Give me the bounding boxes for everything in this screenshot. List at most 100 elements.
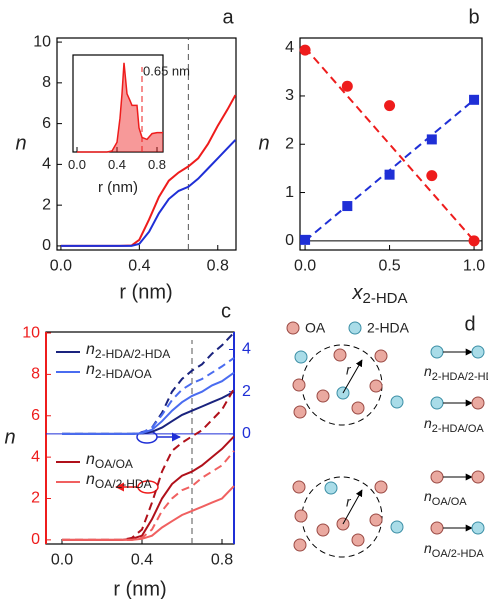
y-tick-label: 8 [42,74,51,91]
subscript: 2-HDA/OA [95,367,152,381]
oa-particle [286,321,300,335]
point [426,134,437,145]
y-axis-label: n [4,426,15,448]
y-tick-label: 4 [42,156,51,173]
x-tick-label: 0.4 [128,258,150,275]
legend-label: n2-HDA/OA [86,361,152,381]
plot-frame [56,37,237,251]
line [62,390,235,435]
radius-label: r [346,494,352,510]
point [342,201,353,212]
x-tick-label: 0.0 [51,552,73,569]
y-tick-label: 2 [42,196,51,213]
x-tick-label: 0.8 [211,552,233,569]
y-tick-label: 6 [42,115,51,132]
y-tick-label: 6 [31,407,40,424]
subscript: 2-HDA [362,290,407,307]
y-axis-label: n [15,132,26,154]
subscript: OA/2-HDA [95,477,152,491]
symbol: n [424,488,432,504]
y-tick-label: 3 [285,87,294,104]
pair-label: n2-HDA/2-HDA [424,363,488,383]
legend-label: OA [305,320,326,336]
legend-label: nOA/2-HDA [86,471,152,491]
x-tick-label: 0.0 [68,157,86,172]
y-tick-label: 10 [22,324,40,341]
y-tick-label: 0 [42,237,51,254]
x-axis-label: r (nm) [119,281,172,303]
area [77,62,163,152]
y-tick-label: 0 [31,531,40,548]
x-tick-label: 1.0 [463,258,485,275]
x-tick-label: 0.8 [148,157,166,172]
y2-tick-label: 2 [242,383,251,400]
pair-label: nOA/OA [424,488,467,508]
subscript: 2-HDA/OA [432,423,485,435]
x-tick-label: 0.4 [131,552,153,569]
panel-d: d OA 2-HDA r r [286,313,485,558]
panel-label: c [221,300,231,322]
pair-label: nOA/2-HDA [424,540,484,560]
symbol: n [86,451,95,468]
x-tick-label: 0.8 [207,258,229,275]
radius-arrow [342,489,363,525]
x-tick-label: 0.0 [294,258,316,275]
y-tick-label: 2 [31,490,40,507]
y-tick-label: 4 [31,448,40,465]
x-tick-label: 0.5 [378,258,400,275]
symbol: n [424,540,432,556]
x-tick-label: 0.0 [50,258,72,275]
point [384,100,396,112]
y-tick-label: 0 [285,232,294,249]
x-axis-label: r (nm) [113,578,166,599]
y2-tick-label: 4 [242,341,251,358]
panel-label: a [222,6,234,28]
line [62,371,235,435]
x-axis-label: x2-HDA [351,282,407,307]
symbol: n [86,471,95,488]
symbol: n [424,415,432,431]
radius-label: r [346,362,352,378]
point [469,94,480,105]
symbol: n [86,341,95,358]
legend-label: 2-HDA [367,320,410,336]
subscript: 2-HDA/2-HDA [432,371,488,383]
point [341,80,353,92]
y-tick-label: 8 [31,366,40,383]
subscript: OA/OA [95,457,133,471]
subscript: OA/2-HDA [432,548,485,560]
y2-tick-label: 0 [242,425,251,442]
symbol: n [424,363,432,379]
radius-arrow [342,359,363,394]
y-tick-label: 4 [285,39,294,56]
plot-frame [45,331,235,545]
x-tick-label: 0.4 [108,157,126,172]
fit-line [304,47,475,242]
point [426,170,438,182]
point [299,44,311,56]
point [384,169,395,180]
area-line [77,62,163,153]
symbol: n [86,361,95,378]
legend-label: nOA/OA [86,451,133,471]
subscript: OA/OA [432,496,468,508]
pair-label: n2-HDA/OA [424,415,484,435]
cutoff-sphere [301,476,383,558]
line [60,139,237,247]
y-axis-label: n [258,132,269,154]
symbol: x [351,282,363,304]
x-axis-label: r (nm) [98,179,138,196]
y-tick-label: 2 [285,135,294,152]
point [468,235,480,247]
hda-particle [348,321,362,335]
point [300,234,311,245]
subscript: 2-HDA/2-HDA [95,347,170,361]
panel-label: b [468,6,479,28]
panel-label: d [464,313,475,335]
line [62,485,235,541]
y-tick-label: 1 [285,184,294,201]
annotation: 0.65 nm [143,63,190,78]
y-tick-label: 10 [33,33,51,50]
legend-label: n2-HDA/2-HDA [86,341,170,361]
